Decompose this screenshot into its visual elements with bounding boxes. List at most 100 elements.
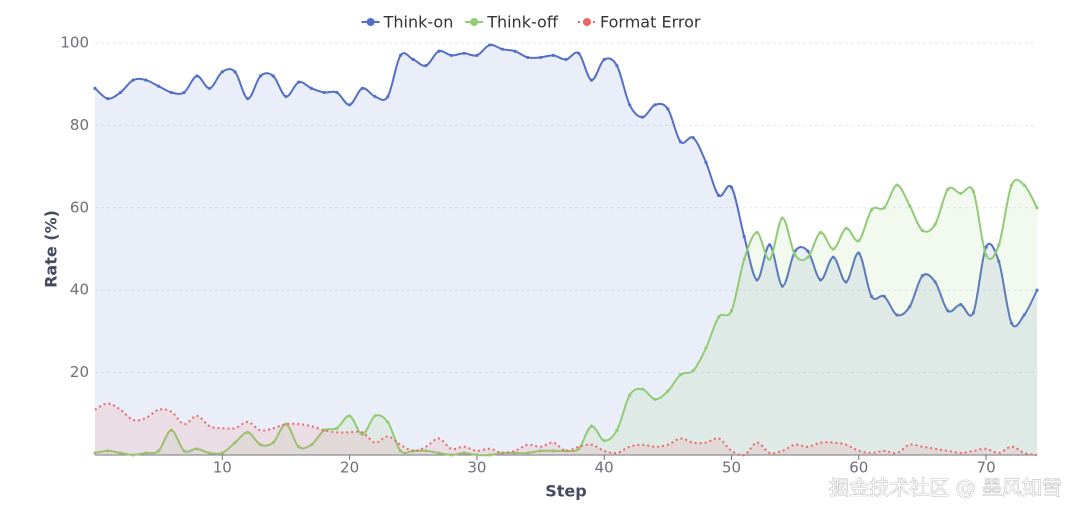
point	[818, 230, 823, 235]
point	[284, 422, 288, 426]
y-tick-label: 80	[70, 116, 89, 134]
point	[398, 449, 403, 453]
point	[411, 57, 415, 62]
legend-label: Think-on	[383, 13, 454, 32]
point	[335, 426, 339, 430]
point	[933, 280, 937, 284]
point	[284, 94, 288, 99]
point	[398, 53, 403, 57]
point	[857, 251, 861, 255]
point	[437, 451, 441, 455]
point	[169, 428, 173, 432]
point	[691, 368, 695, 373]
point	[309, 443, 314, 447]
x-tick-label: 60	[849, 459, 868, 477]
x-tick-label: 70	[977, 459, 996, 477]
point	[602, 438, 606, 443]
line	[94, 402, 1038, 457]
point	[602, 57, 606, 62]
point	[424, 64, 428, 68]
point	[780, 216, 785, 220]
point	[768, 243, 772, 247]
point	[997, 243, 1001, 247]
x-tick-label: 20	[340, 459, 359, 477]
point	[347, 103, 352, 107]
point	[895, 183, 899, 187]
point	[984, 253, 988, 257]
point	[1035, 288, 1039, 292]
point	[831, 255, 835, 259]
y-tick-label: 40	[70, 281, 89, 299]
point	[1022, 183, 1026, 187]
point	[666, 107, 670, 111]
point	[717, 315, 721, 319]
point	[946, 309, 950, 313]
area	[95, 179, 1037, 456]
point	[831, 247, 835, 251]
point	[678, 140, 683, 144]
point	[793, 253, 797, 257]
point	[500, 47, 504, 51]
point	[449, 53, 454, 57]
point	[538, 449, 543, 453]
point	[844, 226, 848, 230]
point	[233, 441, 237, 445]
x-axis-title: Step	[545, 482, 586, 501]
point	[691, 136, 695, 140]
point	[882, 206, 886, 210]
point	[462, 51, 466, 55]
point	[309, 86, 314, 90]
point	[984, 245, 988, 249]
point	[755, 230, 759, 235]
point	[1035, 206, 1039, 210]
point	[526, 451, 530, 455]
point	[780, 284, 785, 288]
point	[806, 249, 810, 253]
point	[704, 160, 708, 165]
point	[437, 49, 441, 53]
point	[704, 346, 708, 350]
point	[258, 443, 263, 447]
point	[157, 449, 161, 453]
point	[93, 451, 97, 455]
point	[360, 432, 364, 436]
point	[220, 70, 224, 74]
point	[93, 86, 97, 90]
point	[640, 387, 644, 391]
point	[857, 239, 861, 243]
watermark: 掘金技术社区 @ 墨风如雪	[829, 476, 1062, 500]
point	[233, 70, 237, 74]
point	[538, 55, 543, 60]
point	[195, 74, 199, 78]
point	[246, 430, 250, 434]
y-tick-label: 100	[60, 34, 89, 52]
x-tick-label: 10	[213, 459, 232, 477]
point	[271, 74, 275, 78]
point	[869, 208, 874, 212]
point	[462, 451, 466, 455]
point	[959, 303, 963, 307]
point	[475, 453, 479, 457]
point	[182, 90, 186, 95]
point	[742, 257, 746, 261]
point	[271, 441, 275, 445]
point	[424, 449, 428, 453]
point	[118, 90, 123, 95]
point	[755, 278, 759, 282]
point	[997, 259, 1001, 263]
point	[220, 451, 224, 455]
point	[488, 453, 492, 457]
point	[144, 78, 148, 82]
point	[246, 97, 250, 101]
point	[717, 193, 721, 198]
legend-label: Think-off	[486, 13, 559, 32]
point	[729, 309, 734, 313]
point	[182, 449, 186, 453]
point	[144, 451, 148, 455]
point	[297, 445, 301, 449]
point	[920, 228, 925, 233]
point	[628, 393, 632, 397]
point	[488, 43, 492, 47]
point	[589, 424, 594, 428]
point	[946, 187, 950, 191]
